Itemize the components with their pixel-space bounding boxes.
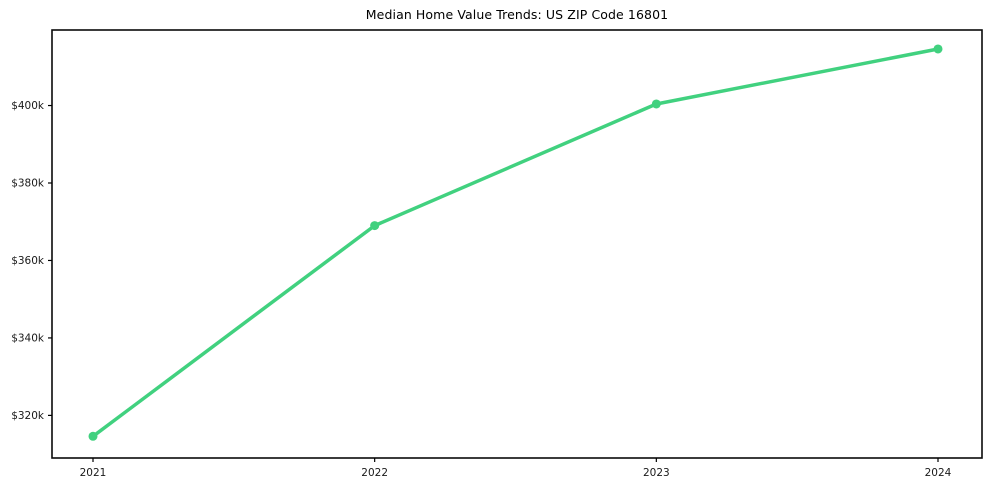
y-tick-label: $320k [11,410,45,422]
y-tick-label: $380k [11,177,45,189]
x-tick-label: 2024 [925,467,952,479]
chart-title: Median Home Value Trends: US ZIP Code 16… [365,7,669,22]
y-tick-label: $340k [11,332,45,344]
y-tick-label: $360k [11,255,45,267]
plot-frame [51,29,983,459]
y-tick-label: $400k [11,100,45,112]
x-tick-label: 2021 [80,467,107,479]
x-tick-label: 2022 [361,467,388,479]
data-line [91,47,940,439]
data-point-marker [88,431,98,441]
x-tick-label: 2023 [643,467,670,479]
data-point-marker [933,44,943,54]
data-point-marker [651,99,661,109]
data-point-marker [370,221,380,231]
